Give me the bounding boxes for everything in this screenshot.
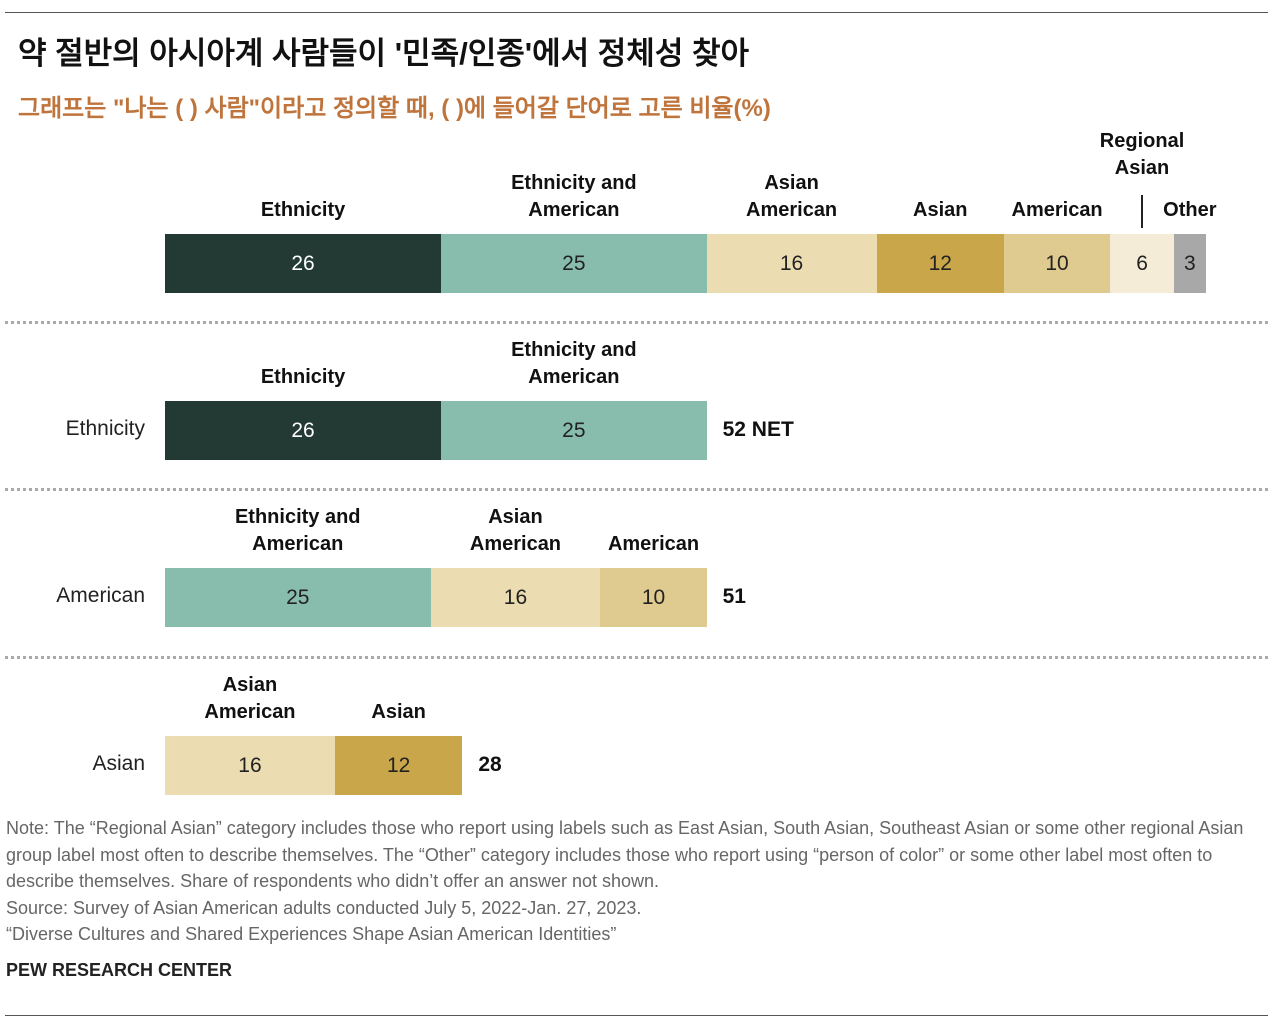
segment-label: Asian: [913, 199, 968, 221]
top-rule: [5, 12, 1268, 13]
value-label: 12: [928, 251, 952, 275]
segment-label: Ethnicity and American: [511, 339, 637, 388]
separator: [5, 656, 1268, 659]
row-label: Ethnicity: [65, 417, 145, 440]
separator: [5, 321, 1268, 324]
bar-segment: 12: [876, 234, 1004, 293]
value-label: 10: [641, 585, 666, 609]
value-label: 16: [779, 251, 804, 275]
segment-label: Other: [1163, 199, 1217, 221]
segment-label: Asian American: [746, 172, 838, 221]
brand: PEW RESEARCH CENTER: [6, 960, 233, 980]
bar-segment: 16: [165, 736, 335, 795]
segment-label: Ethnicity: [260, 199, 346, 221]
bar-segment: 26: [165, 401, 442, 460]
note: Note: The “Regional Asian” category incl…: [6, 818, 1244, 891]
total-label: 28: [478, 753, 502, 776]
value-label: 25: [286, 585, 310, 609]
value-label: 26: [291, 251, 315, 275]
separator: [5, 488, 1268, 491]
value-label: 12: [386, 753, 411, 777]
total-label: 52 NET: [722, 418, 794, 441]
segment-label: Regional Asian: [1099, 130, 1185, 179]
source: Source: Survey of Asian American adults …: [6, 897, 642, 918]
value-label: 25: [562, 251, 586, 275]
bar-segment: 25: [441, 401, 707, 460]
chart-subtitle: 그래프는 "나는 ( ) 사람"이라고 정의할 때, ( )에 들어갈 단어로 …: [18, 95, 771, 122]
row-label: American: [56, 584, 145, 607]
bar-segment: 16: [430, 568, 601, 627]
value-label: 26: [291, 418, 315, 442]
bar-segment: 16: [706, 234, 877, 293]
segment-label: Asian American: [204, 674, 296, 723]
bar-segment: 25: [165, 568, 431, 627]
bar-segment: 6: [1110, 234, 1174, 293]
value-label: 6: [1136, 251, 1148, 275]
leader-line: [1141, 195, 1144, 228]
bar-segment: 3: [1173, 234, 1206, 293]
segment-label: American: [607, 533, 700, 555]
chart: 26 Ethnicity 25 Ethnicity and American 16 Asi…: [5, 130, 1268, 795]
chart-title: 약 절반의 아시아계 사람들이 '민족/인종'에서 정체성 찾아: [18, 36, 749, 71]
segment-label: Ethnicity: [260, 366, 346, 388]
bar-segment: 10: [600, 568, 707, 627]
notes: Note: The “Regional Asian” category incl…: [6, 815, 1268, 948]
report-title: “Diverse Cultures and Shared Experiences…: [6, 924, 617, 944]
bottom-rule: [5, 1015, 1268, 1016]
segment-label: Ethnicity and American: [511, 172, 637, 221]
total-label: 51: [722, 585, 746, 608]
value-label: 3: [1183, 251, 1196, 275]
value-label: 10: [1045, 251, 1069, 275]
value-label: 25: [562, 418, 586, 442]
segment-label: Asian: [371, 701, 426, 723]
bar-segment: 12: [334, 736, 463, 795]
bar-segment: 10: [1003, 234, 1111, 293]
bar-segment: 26: [165, 234, 442, 293]
segment-label: American: [1011, 199, 1103, 221]
segment-label: Asian American: [469, 506, 562, 555]
value-label: 16: [503, 585, 528, 609]
bar-segment: 25: [441, 234, 707, 293]
value-label: 16: [238, 753, 262, 777]
row-label: Asian: [92, 752, 145, 775]
segment-label: Ethnicity and American: [234, 506, 361, 555]
